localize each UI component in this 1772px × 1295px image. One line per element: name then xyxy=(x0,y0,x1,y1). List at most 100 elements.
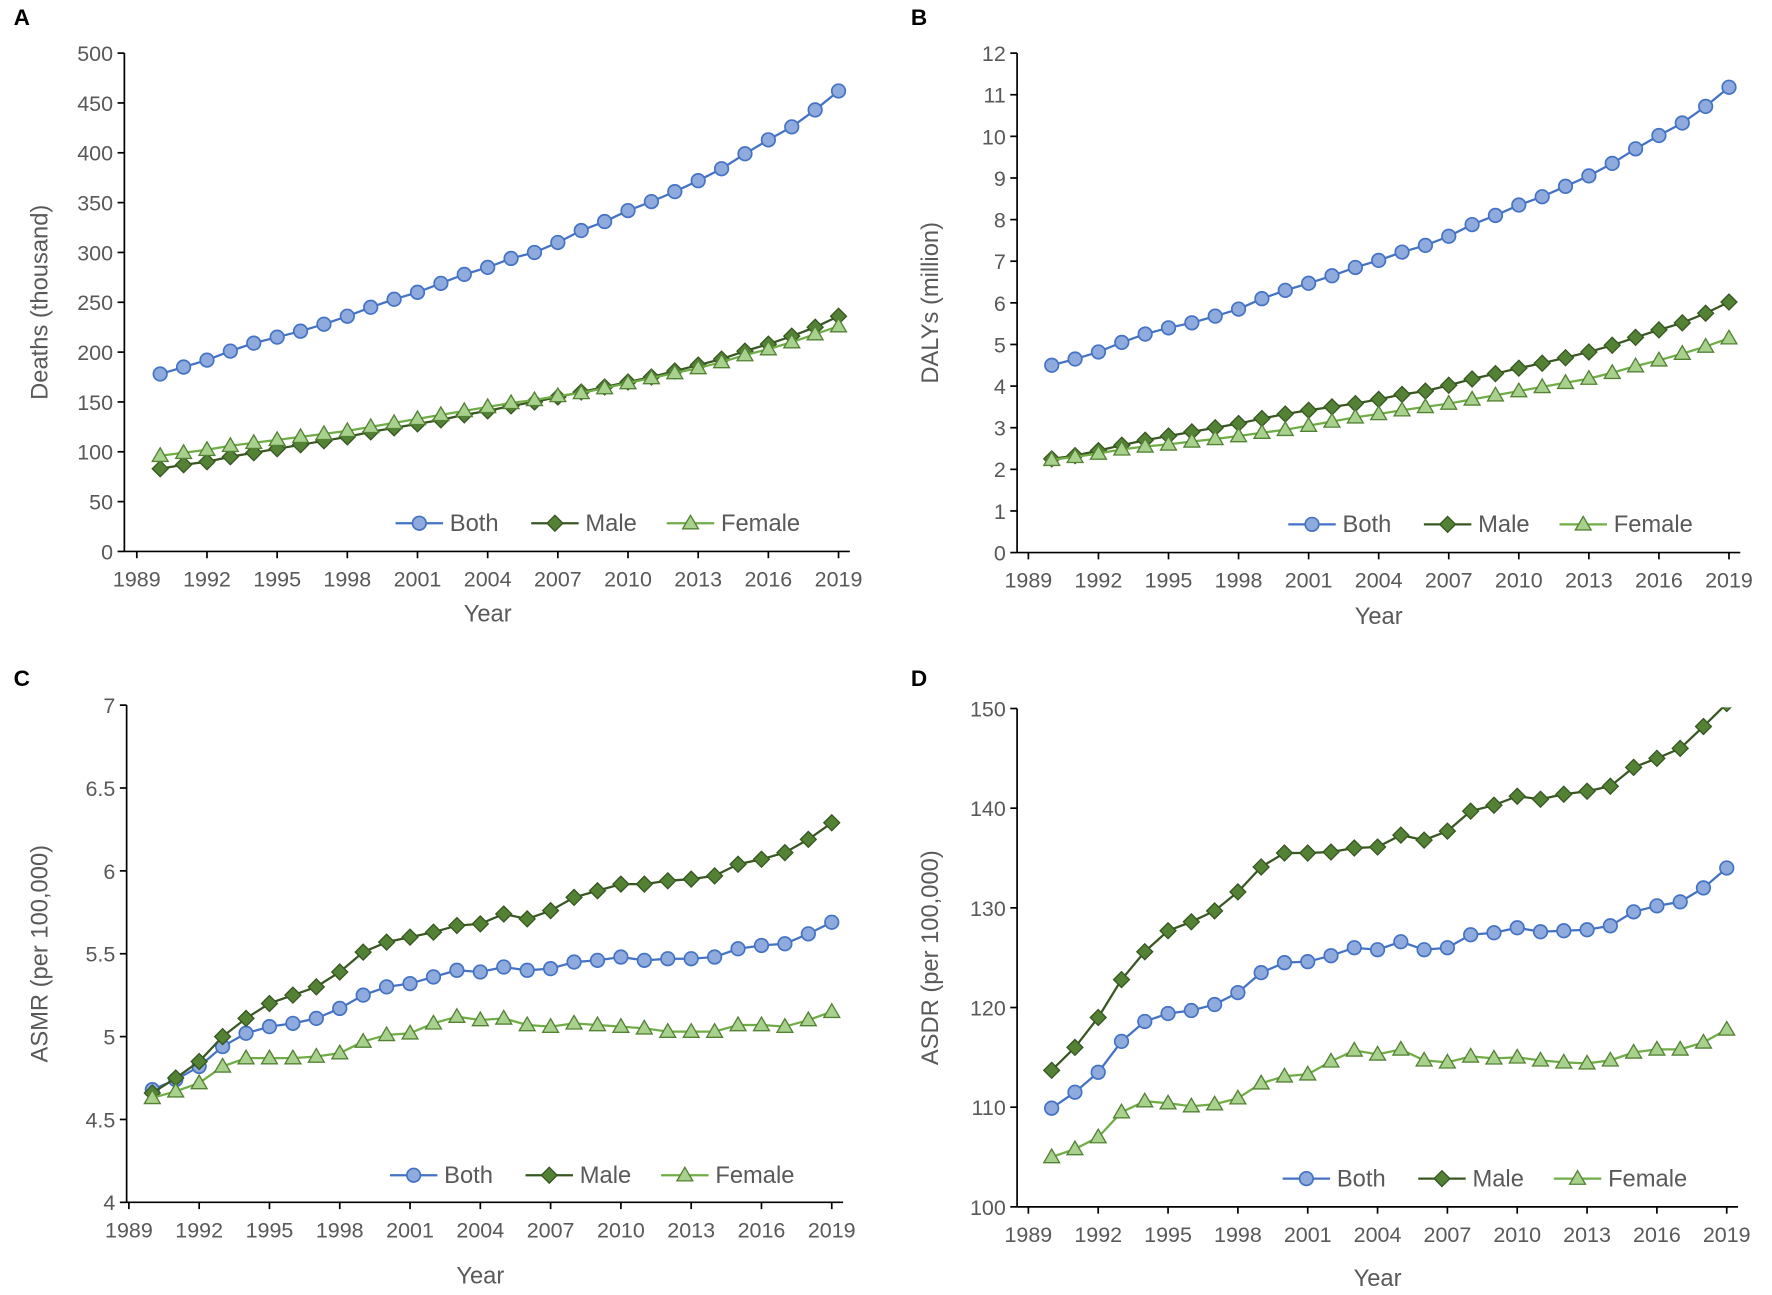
y-tick-label: 250 xyxy=(77,291,113,315)
female-marker-4 xyxy=(236,1048,256,1065)
x-axis-title: Year xyxy=(1354,1266,1402,1292)
female-marker-18 xyxy=(564,1014,584,1030)
female-marker-6 xyxy=(283,1048,302,1065)
male-marker-11 xyxy=(1298,844,1317,862)
x-tick-label: 2010 xyxy=(604,567,652,591)
male-marker-19 xyxy=(588,881,607,900)
male-marker-23 xyxy=(1578,782,1596,801)
y-tick-label: 150 xyxy=(970,697,1006,721)
female-marker-17 xyxy=(1438,1053,1457,1069)
male-marker-1 xyxy=(1066,1038,1084,1057)
x-tick-label: 1998 xyxy=(316,1218,364,1242)
series-both xyxy=(1044,860,1735,1116)
x-axis-title: Year xyxy=(456,1264,504,1290)
x-tick-label: 2004 xyxy=(464,567,512,591)
plot-area xyxy=(143,813,841,1105)
y-axis-title: ASDR (per 100,000) xyxy=(918,850,944,1065)
female-marker-28 xyxy=(799,1010,818,1027)
both-marker-4 xyxy=(1137,326,1153,342)
both-marker-16 xyxy=(519,962,535,978)
y-tick-label: 120 xyxy=(970,996,1006,1020)
female-marker-27 xyxy=(782,332,801,349)
legend-item-female: Female xyxy=(1559,512,1693,538)
female-marker-17 xyxy=(541,1017,560,1033)
female-marker-1 xyxy=(1065,1139,1085,1156)
female-marker-4 xyxy=(244,433,263,450)
y-tick-label: 130 xyxy=(970,897,1006,921)
both-marker-4 xyxy=(1137,1013,1153,1030)
series-female xyxy=(151,316,848,463)
panel-label: A xyxy=(14,5,30,30)
male-marker-3 xyxy=(221,447,240,466)
both-marker-9 xyxy=(355,987,371,1003)
series-both xyxy=(144,914,840,1098)
female-marker-12 xyxy=(424,1014,443,1030)
male-marker-legend xyxy=(1433,1169,1451,1188)
both-marker-1 xyxy=(1067,1084,1083,1100)
both-marker-18 xyxy=(566,954,582,970)
female-marker-11 xyxy=(1298,1065,1317,1081)
legend-item-male: Male xyxy=(1423,512,1530,538)
female-line xyxy=(152,1010,833,1100)
male-line xyxy=(1051,300,1730,461)
male-marker-18 xyxy=(565,888,583,907)
female-marker-26 xyxy=(1649,351,1669,367)
male-marker-28 xyxy=(1694,717,1713,736)
x-tick-label: 1998 xyxy=(1214,1223,1262,1247)
female-marker-27 xyxy=(1673,344,1692,360)
legend-item-male: Male xyxy=(531,511,637,537)
both-marker-13 xyxy=(1346,940,1362,956)
both-marker-20 xyxy=(1511,197,1527,213)
female-marker-5 xyxy=(260,1048,279,1065)
x-tick-label: 2001 xyxy=(1285,569,1333,593)
legend-label: Male xyxy=(1472,1167,1523,1193)
both-marker-21 xyxy=(1532,924,1549,940)
female-marker-21 xyxy=(1533,377,1552,394)
x-tick-label: 2004 xyxy=(1355,569,1403,593)
both-marker-legend xyxy=(406,1167,422,1183)
female-marker-0 xyxy=(1042,1147,1061,1164)
male-marker-24 xyxy=(705,866,724,885)
female-marker-23 xyxy=(689,358,708,375)
both-marker-5 xyxy=(1160,1005,1176,1022)
x-tick-label: 2007 xyxy=(1424,1223,1472,1247)
both-marker-4 xyxy=(238,1025,254,1041)
both-marker-27 xyxy=(777,936,793,952)
both-marker-0 xyxy=(1044,1100,1060,1116)
both-marker-15 xyxy=(1394,244,1410,260)
female-marker-29 xyxy=(829,316,848,333)
male-marker-16 xyxy=(1415,831,1433,849)
female-marker-21 xyxy=(635,1019,654,1035)
both-marker-8 xyxy=(339,308,355,324)
series-male xyxy=(151,307,848,478)
both-marker-11 xyxy=(1300,954,1316,970)
y-tick-label: 5 xyxy=(994,333,1006,357)
x-tick-label: 2019 xyxy=(1703,1223,1751,1247)
legend-item-male: Male xyxy=(525,1163,631,1189)
both-marker-6 xyxy=(1183,1002,1199,1019)
female-marker-15 xyxy=(501,393,521,410)
male-marker-25 xyxy=(1626,328,1645,347)
legend: Both Male Female xyxy=(395,511,800,537)
legend-label: Both xyxy=(450,511,499,537)
legend-label: Female xyxy=(1608,1167,1687,1193)
female-marker-22 xyxy=(665,363,684,380)
y-axis-title: ASMR (per 100,000) xyxy=(28,845,54,1063)
male-marker-16 xyxy=(1416,382,1435,400)
female-marker-18 xyxy=(1463,390,1482,406)
x-tick-label: 2001 xyxy=(1284,1223,1332,1247)
x-tick-label: 2019 xyxy=(815,567,863,591)
male-marker-12 xyxy=(1322,843,1340,861)
series-male xyxy=(143,813,841,1102)
both-marker-20 xyxy=(1509,920,1525,936)
female-marker-19 xyxy=(588,1015,607,1032)
both-marker-24 xyxy=(706,949,723,965)
both-marker-29 xyxy=(830,83,847,99)
female-marker-0 xyxy=(151,446,170,463)
both-marker-19 xyxy=(1486,925,1502,941)
both-marker-13 xyxy=(449,962,465,978)
female-marker-25 xyxy=(1624,1043,1643,1059)
female-marker-10 xyxy=(385,413,404,430)
both-marker-25 xyxy=(730,941,746,957)
